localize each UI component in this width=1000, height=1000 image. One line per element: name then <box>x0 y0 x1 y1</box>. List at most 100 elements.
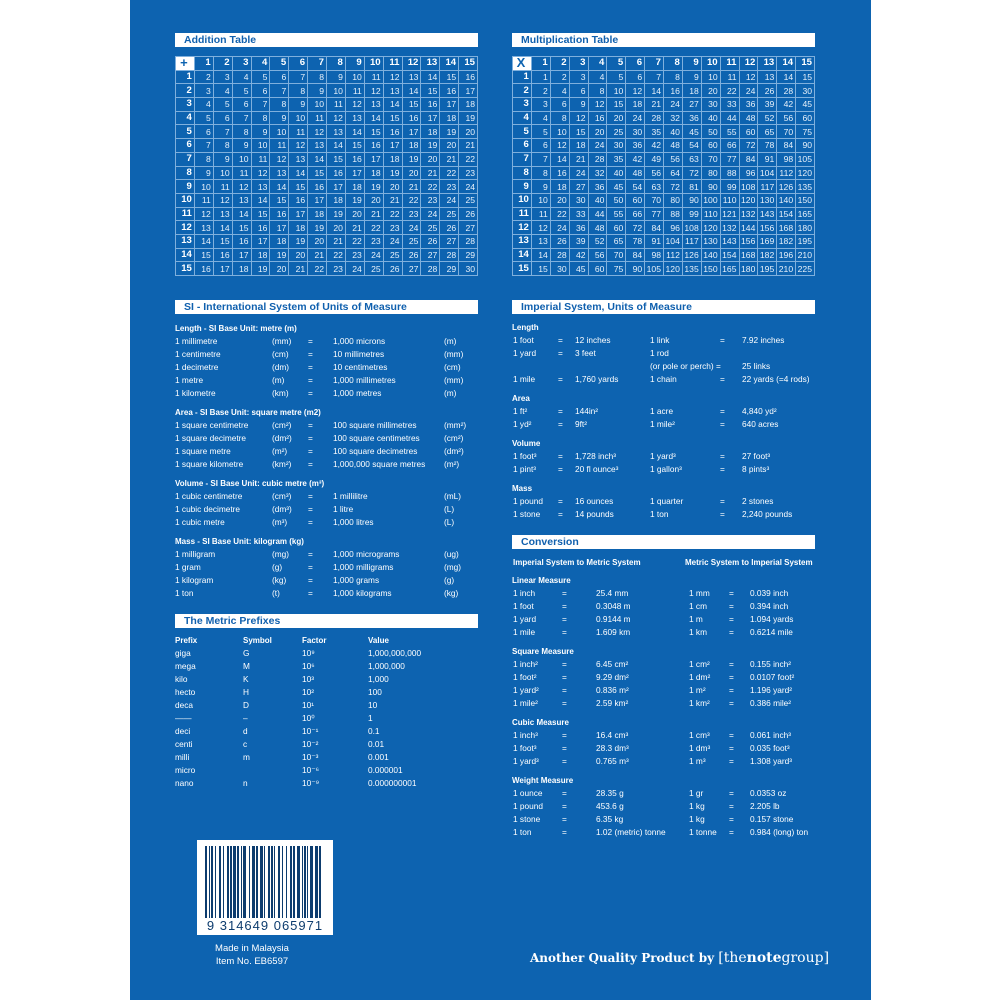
cell: (mm²) <box>444 420 467 430</box>
table-cell: 132 <box>738 206 759 222</box>
table-cell: 18 <box>625 97 646 112</box>
barcode-bar <box>319 846 321 918</box>
table-cell: 143 <box>757 206 778 222</box>
table-cell: 42 <box>776 97 797 112</box>
list-item: kilo K 10³ 1,000 <box>175 673 478 686</box>
cell: 0.1 <box>368 726 380 736</box>
table-cell: 150 <box>700 261 721 276</box>
table-cell: 26 <box>549 233 570 249</box>
table-cell: 15 <box>568 124 589 140</box>
table-cell: 72 <box>625 220 646 235</box>
table-cell: 52 <box>587 233 608 249</box>
cell: 20 fl ounce³ <box>575 464 619 474</box>
table-row: 10 10 20 30 40 50 60 70 80 90 100 110 120 130 140 150 <box>512 192 815 208</box>
brand-bold: note <box>746 950 782 966</box>
cell: (m) <box>272 375 285 385</box>
table-cell: 15 <box>344 138 365 153</box>
table-row: 10 11 12 13 14 15 16 17 18 19 20 21 22 23 24 25 <box>175 192 478 208</box>
table-cell: 25 <box>458 192 478 208</box>
cell: 10⁻¹ <box>302 726 319 736</box>
barcode-bar <box>230 846 232 918</box>
table-cell: 12 <box>738 69 759 85</box>
barcode-bar <box>215 846 216 918</box>
table-cell: 55 <box>606 206 627 222</box>
cell: = <box>562 601 567 611</box>
table-cell: 30 <box>625 124 646 140</box>
table-cell: 45 <box>681 124 702 140</box>
table-cell: 16 <box>344 151 365 167</box>
table-cell: 11 <box>288 124 309 140</box>
cell: (mL) <box>444 491 462 501</box>
table-cell: 17 <box>363 151 384 167</box>
table-cell: 10 <box>193 179 214 194</box>
column-header: 14 <box>439 56 460 71</box>
table-cell: 13 <box>212 206 233 222</box>
cell: (mg) <box>444 562 462 572</box>
cell: deca <box>175 700 193 710</box>
cell: 2 stones <box>742 496 774 506</box>
barcode-bar <box>286 846 287 918</box>
cell: = <box>729 788 734 798</box>
table-cell: 11 <box>193 192 214 208</box>
table-cell: 4 <box>549 83 570 99</box>
cell: 1 inch² <box>513 659 538 669</box>
cell: = <box>562 827 567 837</box>
table-cell: 17 <box>269 220 290 235</box>
cell: G <box>243 648 250 658</box>
table-cell: 21 <box>307 247 327 263</box>
table-cell: 18 <box>458 97 478 112</box>
table-cell: 9 <box>193 165 214 181</box>
item-number: Item No. EB6597 <box>215 956 289 967</box>
cell: 6.35 kg <box>596 814 624 824</box>
cell: = <box>720 406 725 416</box>
table-cell: 17 <box>326 179 346 194</box>
table-cell: 8 <box>250 110 271 126</box>
cell: 1 link <box>650 335 670 345</box>
table-cell: 4 <box>231 69 252 85</box>
tagline: Another Quality Product by <box>530 951 715 965</box>
cell: 1 chain <box>650 374 677 384</box>
table-cell: 15 <box>326 151 346 167</box>
table-cell: 165 <box>719 261 740 276</box>
list-item: 1 pint³ = 20 fl ounce³ 1 gallon³ = 8 pints³ <box>512 463 815 476</box>
cell: 7.92 inches <box>742 335 785 345</box>
group-title: Volume - SI Base Unit: cubic metre (m³) <box>175 479 325 488</box>
list-item: mega M 10⁶ 1,000,000 <box>175 660 478 673</box>
cell: 1 mile <box>513 374 536 384</box>
table-cell: 26 <box>458 206 478 222</box>
table-cell: 180 <box>738 261 759 276</box>
table-cell: 9 <box>530 179 551 194</box>
table-cell: 4 <box>212 83 233 99</box>
table-cell: 10 <box>212 165 233 181</box>
cell: (cm) <box>272 349 289 359</box>
table-cell: 20 <box>606 110 627 126</box>
list-item: 1 pound = 453.6 g 1 kg = 2.205 lb <box>512 800 815 813</box>
cell: 10⁻³ <box>302 752 319 762</box>
table-cell: 24 <box>549 220 570 235</box>
table-row: 7 7 14 21 28 35 42 49 56 63 70 77 84 91 98 105 <box>512 151 815 167</box>
cell: (g) <box>444 575 455 585</box>
column-header: Symbol <box>243 636 272 645</box>
table-cell: 4 <box>530 110 551 126</box>
cell: 0.0353 oz <box>750 788 787 798</box>
cell: = <box>562 588 567 598</box>
table-cell: 52 <box>757 110 778 126</box>
row-header: 5 <box>175 124 195 140</box>
list-item: 1 square decimetre (dm²) = 100 square centi… <box>175 432 478 445</box>
cell: 1 ton <box>650 509 669 519</box>
group-title: Cubic Measure <box>512 718 569 727</box>
table-cell: 13 <box>530 233 551 249</box>
table-cell: 91 <box>644 233 664 249</box>
times-icon: X <box>512 56 532 71</box>
table-cell: 16 <box>420 97 441 112</box>
table-cell: 11 <box>269 138 290 153</box>
table-cell: 22 <box>458 151 478 167</box>
table-cell: 63 <box>644 179 664 194</box>
barcode-bar <box>241 846 242 918</box>
table-cell: 50 <box>700 124 721 140</box>
table-cell: 16 <box>326 165 346 181</box>
cell: 1 yard <box>513 614 537 624</box>
cell: = <box>308 433 313 443</box>
column-header: 6 <box>288 56 309 71</box>
table-cell: 78 <box>625 233 646 249</box>
